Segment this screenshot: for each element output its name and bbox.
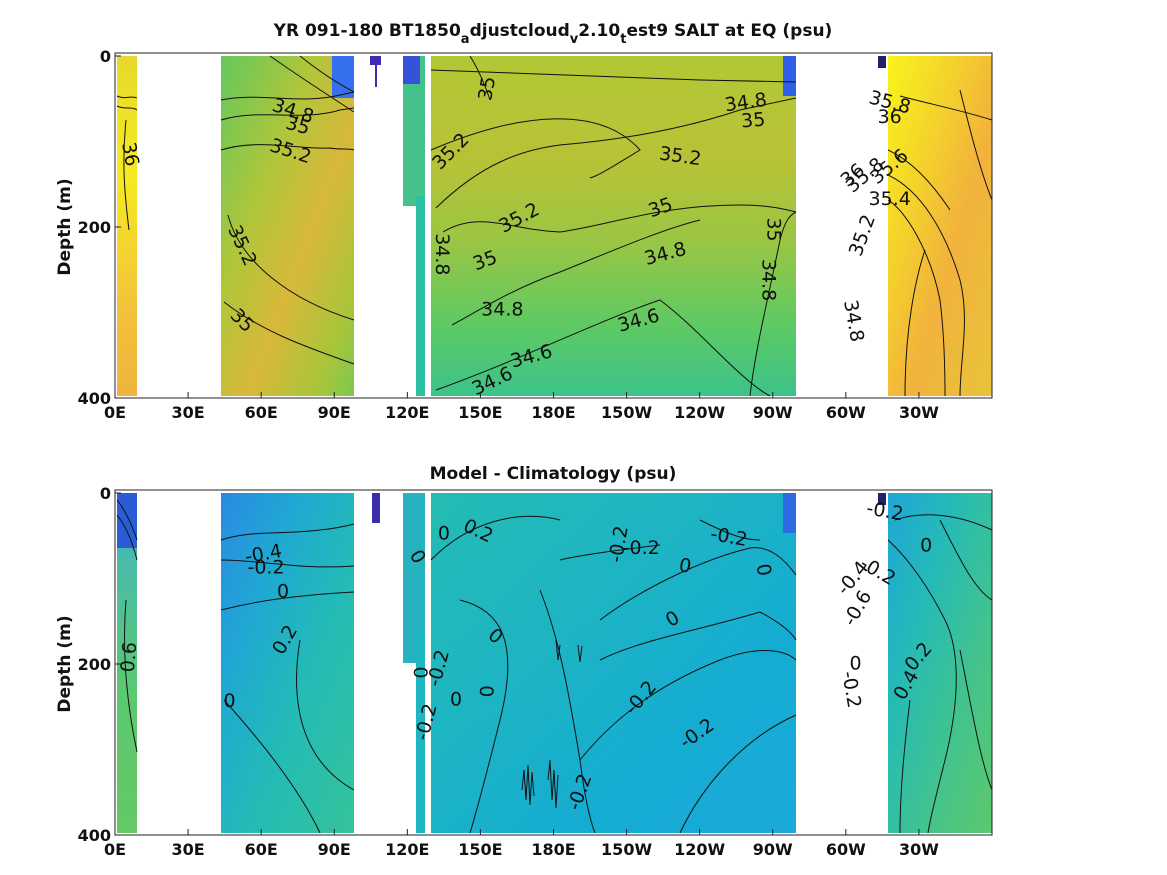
axis-ticks: 0E 30E 60E 90E 120E 150E 180E 150W 120W 90W 60W 30W… bbox=[78, 484, 940, 859]
ocean-field-atlantic bbox=[888, 56, 992, 396]
x-tick-label: 150E bbox=[458, 840, 502, 859]
ocean-field-atlantic bbox=[888, 493, 992, 833]
x-tick-label: 180E bbox=[531, 840, 575, 859]
panel-title: YR 091-180 BT1850adjustcloudv2.10test9 S… bbox=[273, 21, 833, 47]
panel-title: Model - Climatology (psu) bbox=[430, 464, 677, 484]
contour-label: 0.6 bbox=[117, 641, 142, 673]
x-tick-label: 120W bbox=[674, 403, 725, 422]
contour-label: 0 bbox=[677, 554, 693, 578]
contour-label: 0 bbox=[752, 562, 776, 578]
x-tick-label: 0E bbox=[104, 840, 126, 859]
contour-label: -0.2 bbox=[247, 557, 284, 579]
ocean-field-strait-deep bbox=[416, 633, 425, 833]
x-tick-label: 30E bbox=[171, 403, 204, 422]
contour-label: 34.8 bbox=[481, 298, 523, 320]
x-tick-label: 150W bbox=[601, 840, 652, 859]
fresh-patch bbox=[332, 56, 354, 98]
contour-label: 0 bbox=[920, 535, 932, 557]
contour-label: 0 bbox=[438, 523, 450, 545]
x-tick-label: 90W bbox=[753, 840, 793, 859]
ocean-field-indian-west bbox=[117, 56, 137, 396]
axis-ticks: 0E 30E 60E 90E 120E 150E 180E 150W 120W 90W 60W 30W… bbox=[78, 47, 940, 422]
contour-label: 34.8 bbox=[839, 298, 868, 343]
y-tick-label: 200 bbox=[78, 655, 111, 674]
fresh-patch bbox=[370, 56, 381, 65]
x-tick-label: 120W bbox=[674, 840, 725, 859]
contour-label: 35 bbox=[762, 217, 784, 241]
x-tick-label: 150W bbox=[601, 403, 652, 422]
x-tick-label: 120E bbox=[385, 403, 429, 422]
contour-label: 0 bbox=[409, 667, 431, 679]
x-tick-label: 90E bbox=[318, 840, 351, 859]
x-tick-label: 60E bbox=[245, 840, 278, 859]
ocean-field-indian bbox=[221, 493, 354, 833]
y-tick-label: 0 bbox=[100, 47, 111, 66]
contour-label: 34.8 bbox=[431, 233, 453, 275]
y-axis-label: Depth (m) bbox=[55, 615, 75, 712]
contour-label: 35 bbox=[740, 108, 766, 132]
salt-panel: YR 091-180 BT1850adjustcloudv2.10test9 S… bbox=[55, 21, 993, 422]
y-tick-label: 200 bbox=[78, 218, 111, 237]
contour-label: 35 bbox=[474, 75, 500, 103]
contour-label: 0 bbox=[475, 685, 497, 697]
contour-lines bbox=[116, 499, 993, 834]
x-tick-label: 60W bbox=[826, 403, 866, 422]
ocean-field-pacific bbox=[431, 56, 796, 396]
ocean-field-indian bbox=[221, 56, 354, 396]
contour-label: 0 bbox=[277, 581, 289, 603]
fresh-patch bbox=[783, 493, 796, 533]
x-tick-label: 30W bbox=[899, 403, 939, 422]
y-axis-label: Depth (m) bbox=[55, 178, 75, 275]
x-tick-label: 150E bbox=[458, 403, 502, 422]
ocean-field-strait-deep bbox=[416, 196, 425, 396]
contour-label: 36 bbox=[878, 106, 902, 128]
contour-label: 0 bbox=[450, 688, 462, 710]
contour-lines bbox=[116, 55, 993, 397]
ocean-field-strait bbox=[403, 56, 425, 206]
x-tick-label: 60E bbox=[245, 403, 278, 422]
fresh-patch bbox=[117, 493, 137, 548]
ocean-field-indian-west bbox=[117, 493, 137, 833]
contour-label: 0 bbox=[850, 653, 862, 675]
contour-label: 35.2 bbox=[845, 212, 880, 259]
fresh-patch bbox=[403, 56, 420, 84]
fresh-patch bbox=[372, 493, 380, 523]
x-tick-label: 30W bbox=[899, 840, 939, 859]
ocean-field-strait bbox=[403, 493, 425, 663]
difference-panel: Model - Climatology (psu) bbox=[55, 464, 993, 859]
ocean-field-pacific bbox=[431, 493, 796, 833]
fresh-patch bbox=[375, 65, 377, 87]
contour-label: 35.4 bbox=[869, 188, 911, 210]
contour-label: 34.8 bbox=[757, 259, 779, 301]
x-tick-label: 90W bbox=[753, 403, 793, 422]
noise-contours bbox=[521, 639, 583, 809]
x-tick-label: 120E bbox=[385, 840, 429, 859]
contour-label: -0.2 bbox=[837, 669, 865, 709]
contour-label: 36 bbox=[117, 140, 143, 168]
y-tick-label: 400 bbox=[78, 826, 111, 845]
fresh-patch bbox=[878, 493, 886, 505]
y-tick-label: 0 bbox=[100, 484, 111, 503]
x-tick-label: 180E bbox=[531, 403, 575, 422]
x-tick-label: 60W bbox=[826, 840, 866, 859]
x-tick-label: 0E bbox=[104, 403, 126, 422]
y-tick-label: 400 bbox=[78, 389, 111, 408]
fresh-patch bbox=[878, 56, 886, 68]
x-tick-label: 90E bbox=[318, 403, 351, 422]
contour-label: 0 bbox=[223, 690, 235, 712]
contour-label: -0.2 bbox=[623, 537, 660, 559]
fresh-patch bbox=[783, 56, 796, 96]
x-tick-label: 30E bbox=[171, 840, 204, 859]
